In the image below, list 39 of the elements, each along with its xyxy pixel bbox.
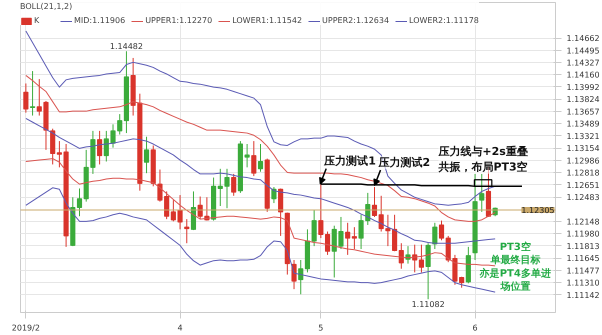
legend-title: BOLL(21,1,2) bbox=[20, 2, 74, 11]
y-tick-label: 1.14160 bbox=[566, 70, 600, 80]
legend-label: MID:1.11906 bbox=[74, 16, 126, 25]
y-tick-label: 1.13657 bbox=[566, 107, 600, 116]
y-tick-label: 1.13992 bbox=[566, 82, 600, 92]
ref-line-label: 1.12305 bbox=[521, 206, 555, 216]
legend-label: LOWER2:1.11178 bbox=[409, 16, 479, 25]
annotation: 压力测试2 bbox=[378, 156, 430, 170]
annotation: PT3空单最终目标亦是PT4多单进场位置 bbox=[478, 241, 551, 293]
legend-label: UPPER2:1.12634 bbox=[322, 16, 390, 25]
annotation: 压力线与+2s重叠共振，布局PT3空 bbox=[437, 145, 528, 174]
annotation: 1.11082 bbox=[412, 300, 445, 310]
y-tick-label: 1.12148 bbox=[566, 217, 600, 226]
y-tick-label: 1.13489 bbox=[566, 120, 600, 129]
legend-label: K bbox=[34, 16, 40, 25]
x-tick-label: 2019/2 bbox=[12, 324, 40, 332]
annotation: 压力测试1 bbox=[323, 154, 376, 168]
y-tick-label: 1.14327 bbox=[566, 58, 600, 68]
y-tick-label: 1.11813 bbox=[566, 242, 600, 251]
y-tick-label: 1.11142 bbox=[566, 290, 600, 300]
y-tick-label: 1.11980 bbox=[566, 230, 600, 239]
y-tick-label: 1.13824 bbox=[566, 95, 600, 104]
x-tick-label: 6 bbox=[472, 324, 478, 332]
y-tick-label: 1.11645 bbox=[566, 254, 600, 264]
y-tick-label: 1.12651 bbox=[566, 180, 600, 190]
y-tick-label: 1.12818 bbox=[566, 168, 600, 178]
y-tick-label: 1.13321 bbox=[566, 132, 600, 141]
y-tick-label: 1.12483 bbox=[566, 193, 600, 202]
annotation: 1.14482 bbox=[110, 42, 143, 52]
y-tick-label: 1.12986 bbox=[566, 156, 600, 166]
legend-label: LOWER1:1.11542 bbox=[232, 16, 302, 25]
legend-label: UPPER1:1.12270 bbox=[145, 16, 212, 25]
y-tick-label: 1.13154 bbox=[566, 144, 600, 154]
y-tick-label: 1.11310 bbox=[566, 278, 600, 288]
y-tick-label: 1.11477 bbox=[566, 266, 600, 276]
y-tick-label: 1.14495 bbox=[566, 46, 600, 56]
y-tick-label: 1.14662 bbox=[566, 34, 600, 44]
x-tick-label: 5 bbox=[318, 324, 324, 332]
x-tick-label: 4 bbox=[178, 324, 183, 332]
